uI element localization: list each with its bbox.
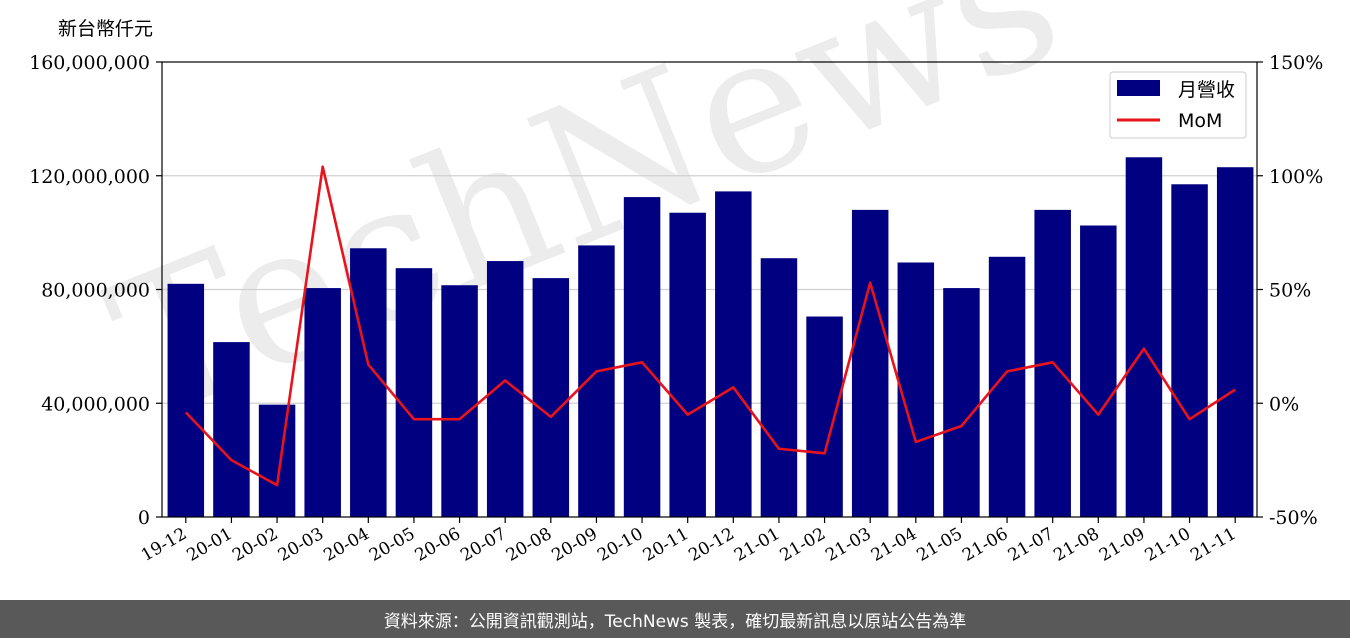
x-tick-label: 21-08 <box>1050 524 1102 566</box>
mom-line <box>184 165 1236 487</box>
bar-21-08 <box>1080 225 1117 517</box>
source-footer: 資料來源：公開資訊觀測站，TechNews 製表，確切最新訊息以原站公告為準 <box>0 600 1350 638</box>
bar-20-09 <box>578 245 615 517</box>
left-tick-label: 160,000,000 <box>29 52 150 74</box>
bar-21-09 <box>1125 157 1163 517</box>
right-axis-ticks: -50% 0% 50% 100% 150% <box>1257 52 1323 529</box>
bar-21-04 <box>897 262 935 517</box>
x-tick-label: 20-08 <box>503 524 555 566</box>
x-tick-label: 19-12 <box>138 524 190 566</box>
x-tick-label: 21-05 <box>913 524 965 566</box>
x-tick-label: 21-03 <box>822 524 874 566</box>
legend: 月營收 MoM <box>1109 71 1247 139</box>
x-tick-label: 20-03 <box>275 524 327 566</box>
left-tick-label: 0 <box>138 507 150 529</box>
left-axis-ticks: 0 40,000,000 80,000,000 120,000,000 160,000,… <box>29 52 162 529</box>
right-tick-label: -50% <box>1269 507 1318 529</box>
grid-lines <box>162 175 1257 404</box>
bar-20-11 <box>669 212 706 517</box>
bar-21-01 <box>760 258 798 517</box>
x-axis-ticks: 19-1220-0120-0220-0320-0420-0520-0620-07… <box>138 517 1240 566</box>
left-tick-label: 80,000,000 <box>41 280 150 302</box>
x-tick-label: 21-07 <box>1005 524 1057 566</box>
bar-20-12 <box>715 191 752 517</box>
right-tick-label: 50% <box>1269 280 1311 302</box>
right-tick-label: 100% <box>1269 166 1323 188</box>
y-axis-unit-label: 新台幣仟元 <box>58 18 154 40</box>
source-footer-text: 資料來源：公開資訊觀測站，TechNews 製表，確切最新訊息以原站公告為準 <box>383 611 967 632</box>
bar-21-05 <box>943 288 980 517</box>
bar-21-02 <box>806 316 843 517</box>
revenue-chart: TechNews 040,000,00080,000,000120,000,00… <box>29 0 1323 566</box>
left-tick-label: 120,000,000 <box>29 166 150 188</box>
x-tick-label: 20-12 <box>685 524 737 566</box>
bar-21-03 <box>851 209 889 517</box>
legend-label-mom: MoM <box>1178 110 1222 132</box>
x-tick-label: 20-02 <box>229 524 281 566</box>
bar-20-04 <box>350 248 387 517</box>
x-tick-label: 21-04 <box>868 524 920 566</box>
right-tick-label: 0% <box>1269 393 1299 415</box>
x-tick-label: 20-07 <box>457 524 509 566</box>
x-tick-label: 21-10 <box>1142 524 1194 566</box>
bar-20-02 <box>258 404 296 517</box>
bar-19-12 <box>167 283 205 517</box>
x-tick-label: 21-02 <box>777 524 829 566</box>
bar-20-10 <box>623 197 661 517</box>
x-tick-label: 21-09 <box>1096 524 1148 566</box>
x-tick-label: 20-05 <box>366 524 418 566</box>
x-tick-label: 20-04 <box>320 524 372 566</box>
x-tick-label: 20-09 <box>548 524 600 566</box>
x-tick-label: 20-11 <box>640 524 692 566</box>
bar-21-11 <box>1216 167 1254 517</box>
x-tick-label: 21-01 <box>731 524 783 566</box>
right-tick-label: 150% <box>1269 52 1323 74</box>
x-tick-label: 20-10 <box>594 524 646 566</box>
legend-label-revenue: 月營收 <box>1178 79 1235 101</box>
x-tick-label: 20-01 <box>183 524 235 566</box>
bar-20-06 <box>441 285 478 517</box>
x-tick-label: 21-11 <box>1187 524 1239 566</box>
left-tick-label: 40,000,000 <box>41 393 150 415</box>
x-tick-label: 20-06 <box>412 524 464 566</box>
bar-20-01 <box>213 342 250 517</box>
bar-20-05 <box>395 268 433 517</box>
legend-bar-swatch <box>1117 80 1160 96</box>
mom-line-series <box>184 165 1236 487</box>
x-tick-label: 21-06 <box>959 524 1011 566</box>
bar-21-10 <box>1171 184 1208 517</box>
bar-20-08 <box>532 278 570 517</box>
bar-20-03 <box>304 288 341 517</box>
bar-series <box>167 157 1254 517</box>
